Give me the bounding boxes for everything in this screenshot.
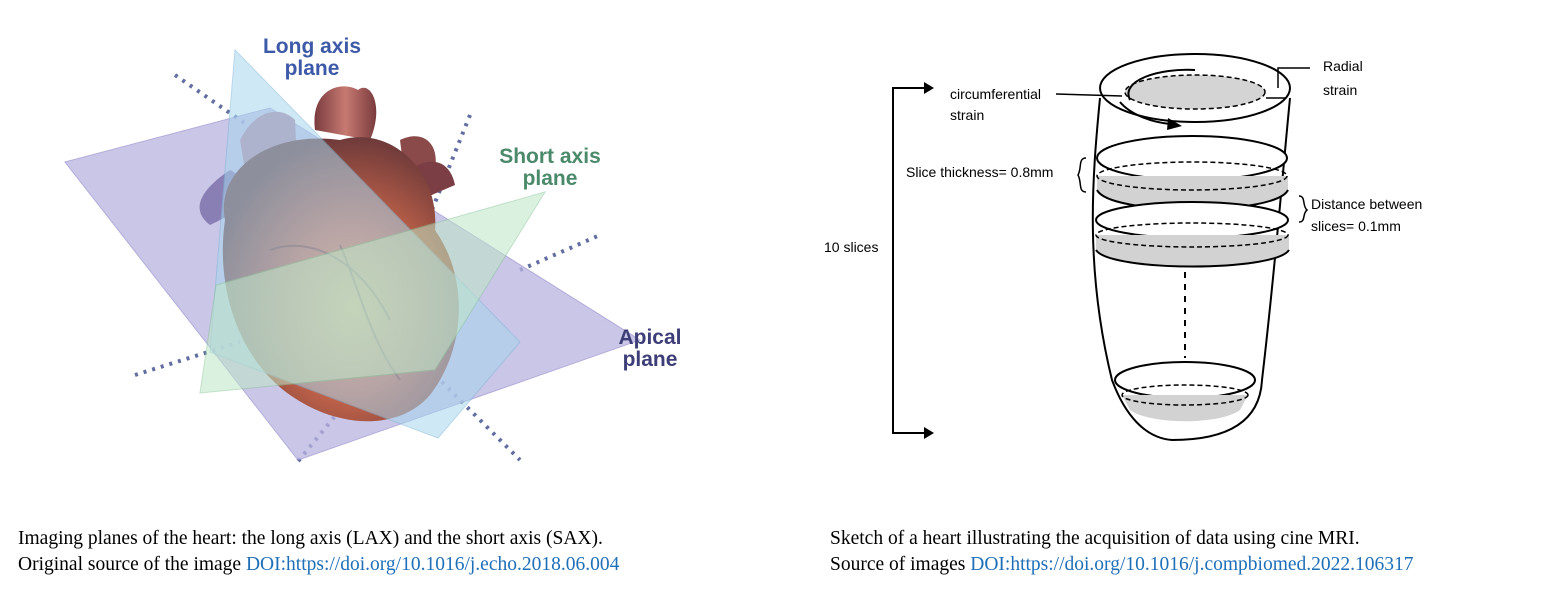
slices-count-label: 10 slices <box>824 239 878 255</box>
distance-line1: Distance between <box>1311 196 1422 212</box>
slice-1-top <box>1096 135 1288 181</box>
circumferential-arrow <box>1127 68 1196 101</box>
short-axis-label-line2: plane <box>523 167 578 190</box>
slice-bottom-dashed <box>1121 384 1249 406</box>
slice-2-top <box>1095 201 1289 239</box>
circumferential-arrow-lower <box>1119 101 1171 125</box>
apical-label-line2: plane <box>623 348 678 371</box>
right-caption-line1: Sketch of a heart illustrating the acqui… <box>830 528 1360 549</box>
short-axis-plane <box>199 191 547 394</box>
left-caption-line2: Original source of the image DOI:https:/… <box>18 552 619 578</box>
imaging-planes-figure: Long axis plane Short axis plane Apical … <box>64 35 682 467</box>
top-ring-inner <box>1124 74 1266 110</box>
long-axis-label-line1: Long axis <box>263 35 361 58</box>
distance-line2: slices= 0.1mm <box>1311 218 1401 234</box>
circumferential-strain-line1: circumferential <box>950 86 1041 102</box>
slice-thickness-brace <box>1077 157 1087 193</box>
right-caption-line2: Source of images DOI:https://doi.org/10.… <box>830 552 1414 578</box>
slice-2-band <box>1096 235 1289 267</box>
left-caption-doi-link[interactable]: DOI:https://doi.org/10.1016/j.echo.2018.… <box>245 554 620 575</box>
short-axis-label-line1: Short axis <box>499 145 601 168</box>
right-caption-doi-link[interactable]: DOI:https://doi.org/10.1016/j.compbiomed… <box>970 554 1414 575</box>
bracket-arrow-bottom <box>924 427 934 439</box>
slice-bottom-top <box>1114 361 1256 399</box>
distance-brace <box>1298 195 1309 223</box>
circumferential-arrowhead <box>1167 118 1182 130</box>
slice-2-dashed <box>1095 222 1289 248</box>
circumferential-leader <box>1055 93 1123 97</box>
bracket-arrow-top <box>924 82 934 94</box>
cine-mri-sketch: 10 slices Radial strain circumferential … <box>824 53 1422 442</box>
slice-1-dashed <box>1096 161 1288 191</box>
left-caption-source-prefix: Original source of the image <box>18 554 246 575</box>
slice-bottom-band <box>1122 395 1248 422</box>
slices-bracket <box>892 87 930 434</box>
slice-thickness-label: Slice thickness= 0.8mm <box>906 164 1053 180</box>
apical-label-line1: Apical <box>618 326 681 349</box>
left-caption: Imaging planes of the heart: the long ax… <box>18 526 619 578</box>
left-caption-line1: Imaging planes of the heart: the long ax… <box>18 528 603 549</box>
right-caption: Sketch of a heart illustrating the acqui… <box>830 526 1414 578</box>
slice-1-band <box>1097 176 1288 210</box>
radial-strain-line2: strain <box>1323 82 1357 98</box>
long-axis-label-line2: plane <box>285 57 340 80</box>
circumferential-strain-line2: strain <box>950 107 984 123</box>
slice-2-bottom <box>1095 249 1290 268</box>
radial-strain-line1: Radial <box>1323 58 1363 74</box>
radial-arrow <box>1266 67 1310 99</box>
right-caption-source-prefix: Source of images <box>830 554 971 575</box>
